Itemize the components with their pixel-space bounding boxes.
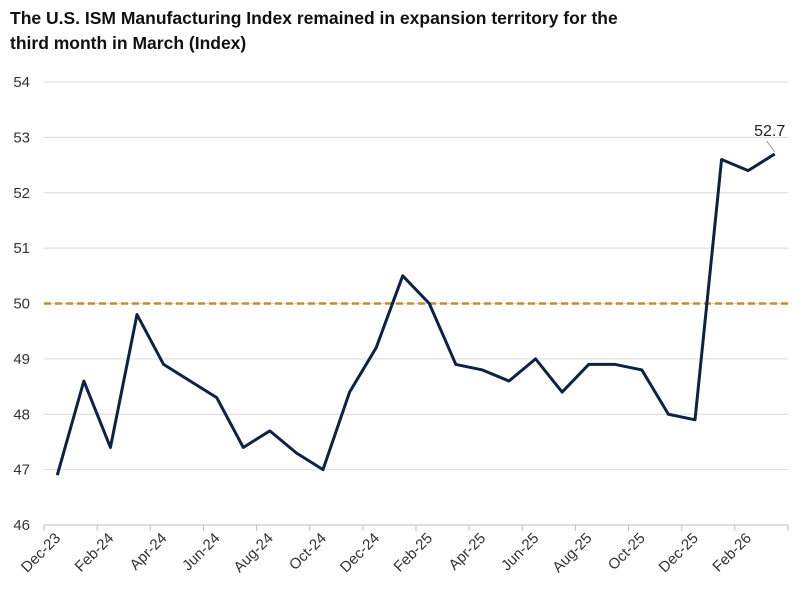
x-tick-label: Aug-25: [549, 530, 595, 576]
y-tick-label: 46: [13, 517, 30, 534]
x-tick-label: Dec-25: [656, 530, 702, 576]
chart-title: The U.S. ISM Manufacturing Index remaine…: [10, 8, 618, 53]
x-tick-label: Apr-24: [127, 530, 171, 574]
x-tick-label: Dec-23: [18, 530, 64, 576]
x-tick-label: Feb-24: [72, 530, 118, 576]
x-tick-label: Dec-24: [337, 530, 383, 576]
x-tick-label: Jun-24: [179, 530, 223, 574]
y-tick-label: 48: [13, 406, 30, 423]
y-tick-label: 53: [13, 129, 30, 146]
x-tick-label: Oct-25: [605, 530, 649, 574]
y-tick-label: 52: [13, 185, 30, 202]
y-tick-label: 50: [13, 296, 30, 313]
data-label-leader: [766, 140, 776, 153]
x-tick-label: Jun-25: [498, 530, 542, 574]
x-tick-label: Feb-26: [709, 530, 755, 576]
x-tick-label: Oct-24: [286, 530, 330, 574]
data-label: 52.7: [754, 123, 785, 140]
x-tick-label: Apr-25: [445, 530, 489, 574]
y-tick-label: 47: [13, 462, 30, 479]
y-tick-label: 51: [13, 240, 30, 257]
x-tick-label: Aug-24: [230, 530, 276, 576]
series-line: [55, 152, 776, 476]
y-tick-label: 49: [13, 351, 30, 368]
x-tick-label: Feb-25: [390, 530, 436, 576]
y-tick-label: 54: [13, 74, 30, 91]
